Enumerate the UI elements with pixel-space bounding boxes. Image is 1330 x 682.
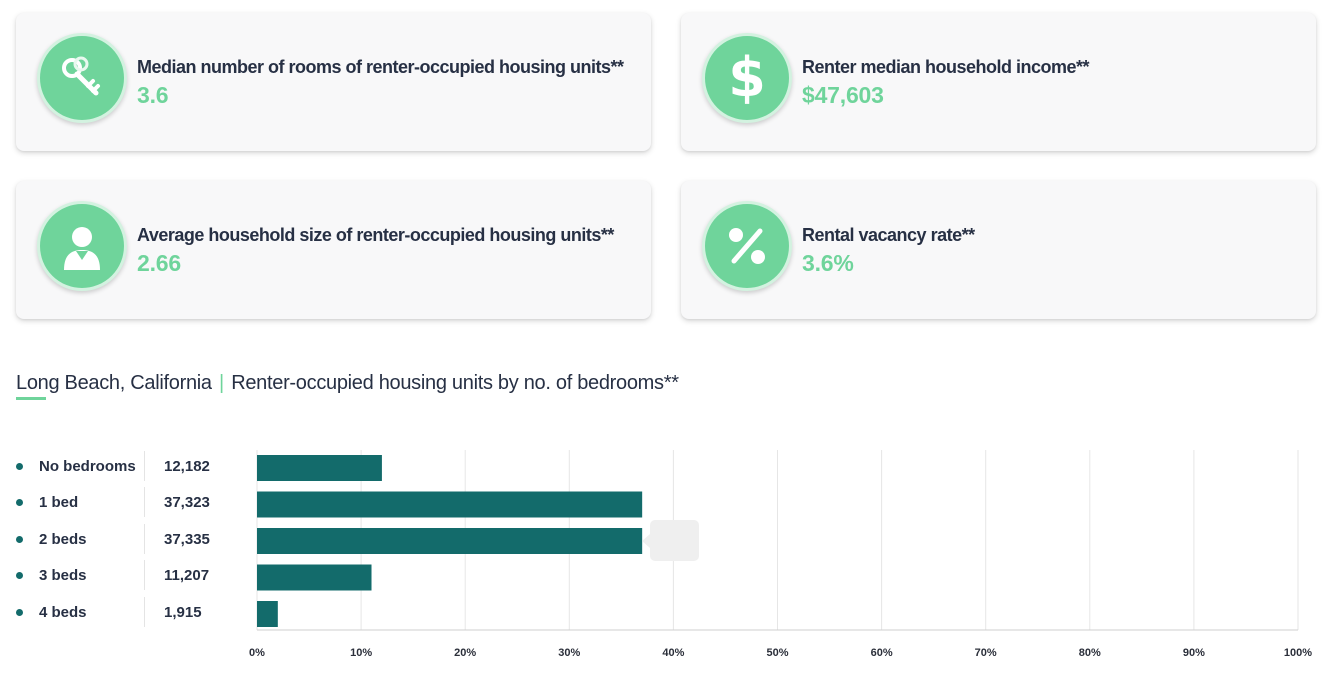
x-tick-label: 70% <box>975 647 997 659</box>
legend-name: 2 beds <box>39 531 87 548</box>
stat-card-vacancy-rate: Rental vacancy rate** 3.6% <box>681 181 1316 319</box>
bar[interactable] <box>257 491 643 518</box>
legend-dot <box>16 572 23 579</box>
stat-label: Median number of rooms of renter-occupie… <box>137 57 624 77</box>
stat-label: Rental vacancy rate** <box>802 225 975 245</box>
legend-divider <box>144 560 145 590</box>
x-tick-label: 30% <box>558 647 580 659</box>
legend-dot <box>16 463 23 470</box>
stat-label: Average household size of renter-occupie… <box>137 225 614 245</box>
stat-value: 3.6 <box>137 82 169 108</box>
x-tick-label: 0% <box>249 647 265 659</box>
x-tick-label: 60% <box>871 647 893 659</box>
legend-divider <box>144 597 145 627</box>
stat-card-median-income: $ Renter median household income** $47,6… <box>681 13 1316 151</box>
bar-chart: 0% 10% 20% 30% 40% 50% 60% 70% 80% 90% 100% <box>249 450 1312 659</box>
chart-title: Long Beach, California | Renter-occupied… <box>16 372 679 395</box>
x-tick-label: 50% <box>766 647 788 659</box>
x-tick-label: 100% <box>1284 647 1312 659</box>
x-tick-label: 90% <box>1183 647 1205 659</box>
x-tick-label: 10% <box>350 647 372 659</box>
legend-divider <box>144 487 145 517</box>
legend-divider <box>144 451 145 481</box>
key-icon <box>37 33 127 123</box>
legend-name: 4 beds <box>39 604 87 621</box>
legend-row: 1 bed 37,323 <box>0 487 250 517</box>
legend-dot <box>16 609 23 616</box>
legend-row: 4 beds 1,915 <box>0 597 250 627</box>
legend-row: 2 beds 37,335 <box>0 524 250 554</box>
bar[interactable] <box>257 528 643 554</box>
bar[interactable] <box>257 455 382 481</box>
stat-value: 3.6% <box>802 250 854 276</box>
person-icon <box>37 201 127 291</box>
title-underline <box>16 397 46 400</box>
percent-icon <box>702 201 792 291</box>
bar[interactable] <box>257 601 278 627</box>
bar[interactable] <box>257 564 372 591</box>
legend-count: 11,207 <box>164 567 210 584</box>
tooltip <box>642 520 699 561</box>
stat-value: 2.66 <box>137 250 181 276</box>
x-tick-label: 20% <box>454 647 476 659</box>
stat-value: $47,603 <box>802 82 884 108</box>
x-tick-label: 40% <box>662 647 684 659</box>
legend-name: 3 beds <box>39 567 87 584</box>
chart-subtitle: Renter-occupied housing units by no. of … <box>231 372 679 394</box>
chart-location: Long Beach, California <box>16 372 212 394</box>
dollar-icon: $ <box>702 33 792 123</box>
legend-count: 12,182 <box>164 458 210 475</box>
stat-card-median-rooms: Median number of rooms of renter-occupie… <box>16 13 651 151</box>
legend-row: No bedrooms 12,182 <box>0 451 250 481</box>
stat-label: Renter median household income** <box>802 57 1090 77</box>
legend-divider <box>144 524 145 554</box>
legend-name: 1 bed <box>39 494 79 511</box>
legend-name: No bedrooms <box>39 458 136 475</box>
title-separator: | <box>219 372 224 394</box>
x-tick-label: 80% <box>1079 647 1101 659</box>
legend-dot <box>16 499 23 506</box>
legend-count: 37,323 <box>164 494 210 511</box>
legend-count: 1,915 <box>164 604 202 621</box>
legend-row: 3 beds 11,207 <box>0 560 250 590</box>
legend-dot <box>16 536 23 543</box>
legend-count: 37,335 <box>164 531 210 548</box>
stat-card-household-size: Average household size of renter-occupie… <box>16 181 651 319</box>
